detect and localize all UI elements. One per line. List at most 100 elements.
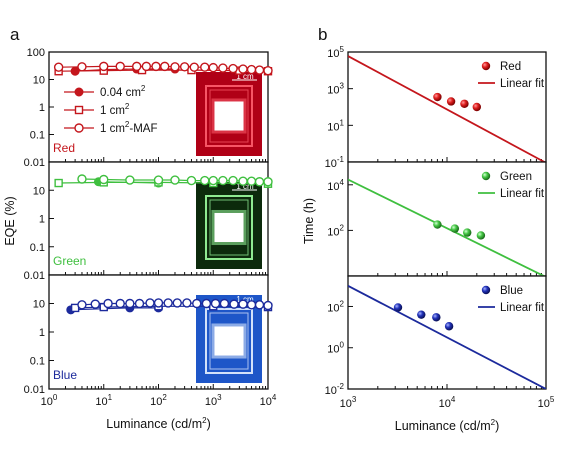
data-point <box>179 62 190 72</box>
series-open-circle <box>77 298 273 311</box>
legend-marker <box>74 105 84 115</box>
series-open-circle <box>53 61 273 76</box>
data-point <box>228 175 238 186</box>
y-tick-label: 1 <box>39 214 45 226</box>
data-point <box>115 298 125 309</box>
legend: Blue Linear fit <box>478 285 545 314</box>
x-tick-label: 102 <box>150 393 167 408</box>
subpanel-frame <box>347 51 547 163</box>
legend-label: Red <box>500 61 521 73</box>
data-point <box>228 63 238 74</box>
y-tick-label: 10 <box>33 299 45 311</box>
data-point <box>182 298 192 308</box>
data-point <box>170 175 180 185</box>
y-tick-label: 100 <box>27 47 45 59</box>
data-point <box>172 298 182 308</box>
data-point <box>153 298 164 308</box>
inset-emitting-area <box>214 212 244 243</box>
y-tick-label: 1 <box>39 327 45 339</box>
y-tick-label: 0.01 <box>24 157 45 169</box>
data-point <box>219 298 230 309</box>
legend-label: Linear fit <box>500 302 545 314</box>
y-tick-label: 100 <box>327 341 344 356</box>
data-point <box>99 61 109 72</box>
data-point <box>218 175 228 186</box>
data-point <box>145 298 155 308</box>
data-point <box>53 62 64 72</box>
legend-label: Blue <box>500 285 523 297</box>
legend-label: Green <box>500 171 532 183</box>
x-axis-label: Luminance (cd/m2) <box>106 416 211 431</box>
data-point <box>229 299 239 309</box>
subpanel-green: 10 1 0.1 0.01 1 cm Green <box>24 161 273 282</box>
y-tick-label: 0.01 <box>24 270 45 282</box>
data-point <box>246 300 257 310</box>
data-point <box>77 174 87 184</box>
data-point <box>160 61 170 72</box>
subpanel-red: 105 103 101 10-1 Red Linear fit <box>325 45 547 170</box>
inset-emitting-area <box>214 101 244 131</box>
y-tick-label: 103 <box>327 82 344 97</box>
data-point <box>200 175 210 186</box>
data-point <box>460 99 469 108</box>
data-point <box>238 176 248 186</box>
legend: Green Linear fit <box>478 171 545 200</box>
data-point <box>132 61 142 72</box>
x-tick-label: 105 <box>538 395 555 410</box>
x-tick-label: 103 <box>205 393 222 408</box>
y-tick-label: 102 <box>327 299 344 314</box>
subpanel-name-label: Green <box>53 254 86 268</box>
data-point <box>77 62 87 72</box>
legend-marker <box>481 285 491 295</box>
data-point <box>218 63 228 73</box>
data-point <box>210 298 221 309</box>
y-tick-label: 1 <box>39 102 45 114</box>
data-point <box>238 299 248 309</box>
x-tick-label: 100 <box>41 393 58 408</box>
data-point <box>254 65 265 75</box>
subpanel-green: 104 102 Green Linear fit <box>327 161 547 277</box>
data-point <box>263 65 273 76</box>
data-point <box>246 64 257 75</box>
data-point <box>208 175 218 186</box>
legend-label: 0.04 cm2 <box>100 84 146 99</box>
inset-scale-label: 1 cm <box>236 182 254 191</box>
data-point <box>254 300 265 310</box>
inset-emitting-area <box>214 326 244 356</box>
y-tick-label: 10-2 <box>325 382 345 397</box>
legend: Red Linear fit <box>478 61 545 90</box>
data-point <box>246 176 257 186</box>
linear-fit-line <box>348 285 546 389</box>
data-point <box>417 310 426 319</box>
x-tick-label: 101 <box>95 393 112 408</box>
data-point <box>189 62 199 72</box>
data-point <box>444 322 454 331</box>
subpanel-blue: 10 1 0.1 0.01 1 cm Blue <box>24 274 273 396</box>
inset-photo: 1 cm <box>196 295 262 383</box>
subpanel-name-label: Blue <box>53 368 77 382</box>
y-tick-label: 105 <box>327 45 344 60</box>
data-point <box>393 303 403 312</box>
inset-photo: 1 cm <box>196 72 262 156</box>
y-tick-label: 0.01 <box>24 384 45 396</box>
data-point <box>254 177 265 187</box>
subpanel-blue: 102 100 10-2 Blue Linear fit <box>325 275 547 397</box>
y-tick-label: 102 <box>327 223 344 238</box>
data-point <box>125 298 135 309</box>
series-open-circle <box>77 174 273 187</box>
data-point <box>263 177 273 187</box>
data-point <box>201 298 212 309</box>
data-point <box>153 175 164 185</box>
legend-marker <box>74 123 84 133</box>
data-point <box>463 228 472 237</box>
y-tick-label: 10 <box>33 185 45 197</box>
data-point <box>163 298 173 308</box>
linear-fit-line <box>348 178 546 276</box>
inset-inner-frame <box>209 89 249 143</box>
x-axis-label: Luminance (cd/m2) <box>395 418 500 433</box>
panel-label-a: a <box>10 25 20 44</box>
data-point <box>134 298 145 309</box>
data-point <box>433 220 442 229</box>
data-point <box>186 175 197 186</box>
